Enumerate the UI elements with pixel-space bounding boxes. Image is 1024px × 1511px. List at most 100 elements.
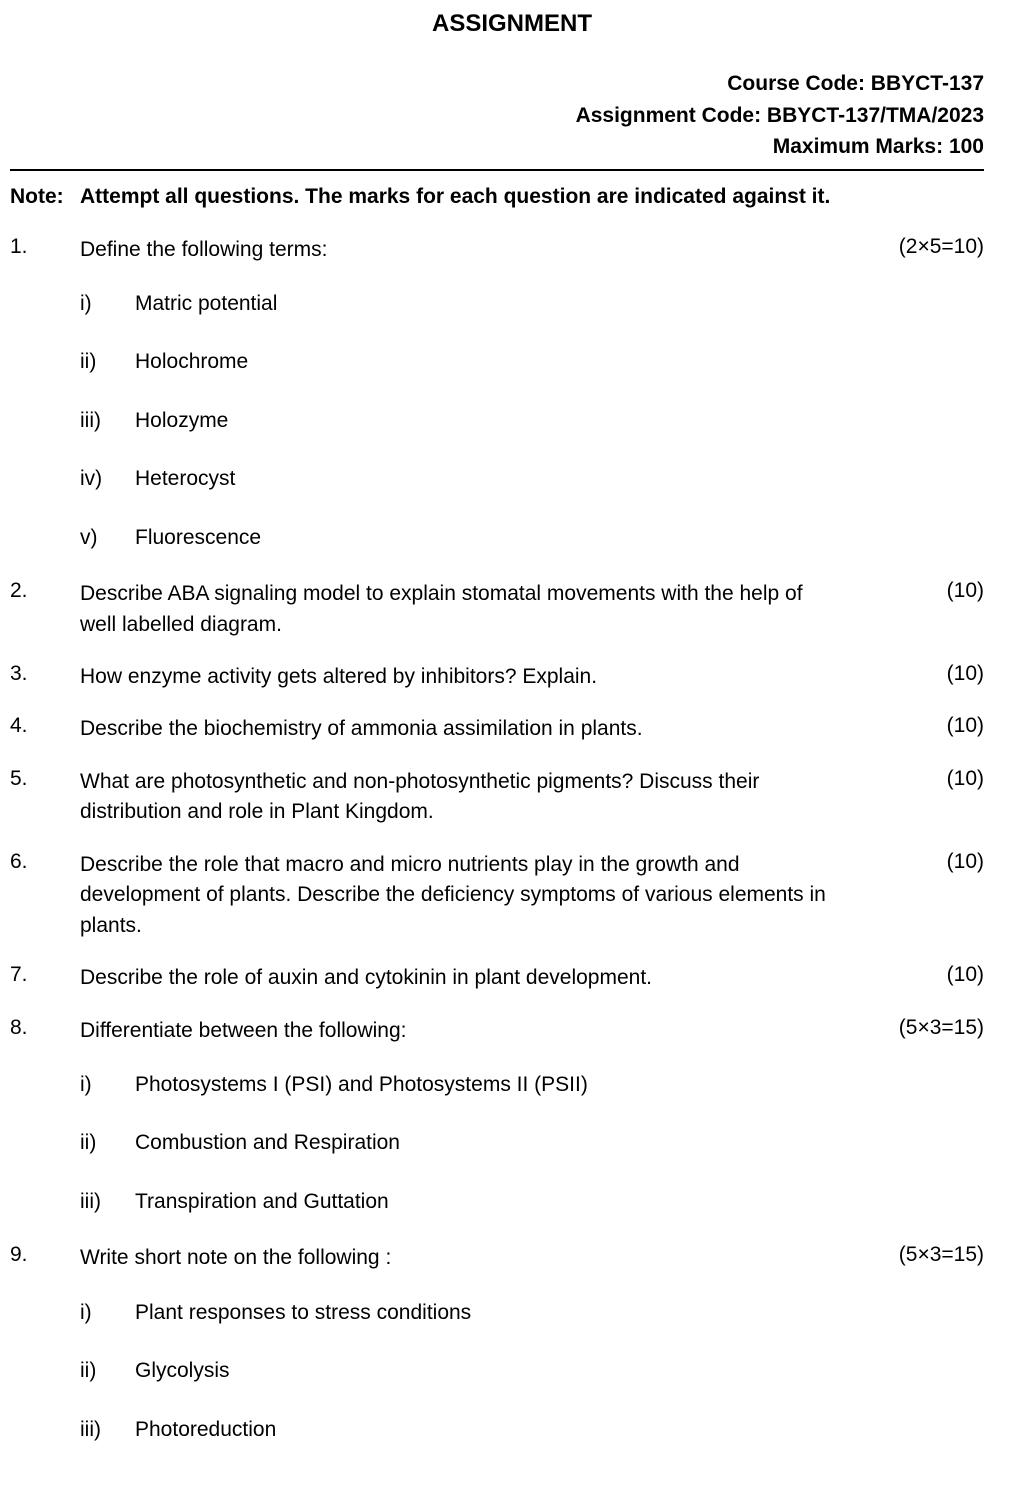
sub-item-number: ii) [80,1128,135,1158]
sub-item-number: i) [80,1298,135,1328]
question-text: Describe the role that macro and micro n… [80,850,844,941]
question-text-column: Differentiate between the following: i)Ph… [80,1016,874,1222]
sub-item-text: Plant responses to stress conditions [135,1298,844,1328]
question-marks: (10) [874,963,984,993]
question-body: Define the following terms: i)Matric pote… [80,235,984,558]
question-row: 3.How enzyme activity gets altered by in… [10,662,984,692]
sub-item-text: Combustion and Respiration [135,1128,844,1158]
sub-item-text: Photoreduction [135,1415,844,1445]
sub-item: iv)Heterocyst [80,464,844,494]
question-row: 9.Write short note on the following :i)P… [10,1243,984,1449]
question-number: 2. [10,579,80,640]
sub-item-text: Matric potential [135,289,844,319]
question-body: Describe the role that macro and micro n… [80,850,984,941]
sub-item-number: ii) [80,1356,135,1386]
assignment-code-value: BBYCT-137/TMA/2023 [767,104,984,127]
sub-item-text: Glycolysis [135,1356,844,1386]
question-text: What are photosynthetic and non-photosyn… [80,767,844,828]
question-number: 3. [10,662,80,692]
sub-item: ii)Holochrome [80,347,844,377]
question-body: Describe the role of auxin and cytokinin… [80,963,984,993]
question-text-column: Describe the role that macro and micro n… [80,850,874,941]
question-body: Write short note on the following : i)Pla… [80,1243,984,1449]
sub-item-text: Fluorescence [135,523,844,553]
question-text: How enzyme activity gets altered by inhi… [80,662,844,692]
assignment-title: ASSIGNMENT [40,10,984,38]
question-body: Differentiate between the following: i)Ph… [80,1016,984,1222]
assignment-code-label: Assignment Code: [576,104,762,127]
question-row: 5.What are photosynthetic and non-photos… [10,767,984,828]
sub-item: i)Matric potential [80,289,844,319]
sub-item-number: iii) [80,406,135,436]
question-text: Define the following terms: [80,235,844,265]
question-text-column: Describe the biochemistry of ammonia ass… [80,714,874,744]
header-divider [10,169,984,171]
question-number: 9. [10,1243,80,1449]
sub-item-text: Holozyme [135,406,844,436]
question-text-column: What are photosynthetic and non-photosyn… [80,767,874,828]
question-body: What are photosynthetic and non-photosyn… [80,767,984,828]
question-marks: (10) [874,662,984,692]
question-body: Describe the biochemistry of ammonia ass… [80,714,984,744]
max-marks-label: Maximum Marks: [773,135,943,158]
question-text-column: Write short note on the following : i)Pla… [80,1243,874,1449]
sub-item-text: Transpiration and Guttation [135,1187,844,1217]
sub-item: iii)Photoreduction [80,1415,844,1445]
question-row: 7.Describe the role of auxin and cytokin… [10,963,984,993]
question-text-column: Describe ABA signaling model to explain … [80,579,874,640]
sub-item: ii)Glycolysis [80,1356,844,1386]
question-row: 1.Define the following terms: i)Matric po… [10,235,984,558]
sub-list: i)Photosystems I (PSI) and Photosystems … [80,1070,844,1217]
question-text: Describe the biochemistry of ammonia ass… [80,714,844,744]
question-marks: (5×3=15) [874,1016,984,1222]
max-marks-value: 100 [949,135,984,158]
question-row: 8.Differentiate between the following: i)… [10,1016,984,1222]
question-number: 7. [10,963,80,993]
note-label: Note: [10,185,80,209]
question-number: 8. [10,1016,80,1222]
sub-item-number: iii) [80,1415,135,1445]
question-row: 2.Describe ABA signaling model to explai… [10,579,984,640]
question-body: How enzyme activity gets altered by inhi… [80,662,984,692]
question-number: 5. [10,767,80,828]
sub-item-number: i) [80,289,135,319]
sub-item-number: i) [80,1070,135,1100]
question-text: Describe the role of auxin and cytokinin… [80,963,844,993]
sub-item: i)Photosystems I (PSI) and Photosystems … [80,1070,844,1100]
question-body: Describe ABA signaling model to explain … [80,579,984,640]
max-marks-line: Maximum Marks: 100 [10,131,984,163]
question-text-column: Describe the role of auxin and cytokinin… [80,963,874,993]
sub-item: iii)Holozyme [80,406,844,436]
sub-item-number: iv) [80,464,135,494]
sub-item: i)Plant responses to stress conditions [80,1298,844,1328]
question-text: Differentiate between the following: [80,1016,844,1046]
question-row: 6.Describe the role that macro and micro… [10,850,984,941]
sub-item-number: ii) [80,347,135,377]
question-text: Write short note on the following : [80,1243,844,1273]
sub-item-number: iii) [80,1187,135,1217]
course-code-value: BBYCT-137 [871,72,984,95]
note-text: Attempt all questions. The marks for eac… [80,185,984,209]
course-code-label: Course Code: [727,72,865,95]
assignment-code-line: Assignment Code: BBYCT-137/TMA/2023 [10,100,984,132]
sub-item-number: v) [80,523,135,553]
sub-item: ii)Combustion and Respiration [80,1128,844,1158]
question-text: Describe ABA signaling model to explain … [80,579,844,640]
question-marks: (5×3=15) [874,1243,984,1449]
question-number: 1. [10,235,80,558]
sub-item-text: Heterocyst [135,464,844,494]
note-row: Note: Attempt all questions. The marks f… [10,185,984,209]
question-marks: (10) [874,714,984,744]
sub-list: i)Matric potentialii)Holochromeiii)Holoz… [80,289,844,553]
sub-item: iii)Transpiration and Guttation [80,1187,844,1217]
question-marks: (10) [874,767,984,828]
sub-item-text: Holochrome [135,347,844,377]
header-info: Course Code: BBYCT-137 Assignment Code: … [10,68,984,163]
question-marks: (2×5=10) [874,235,984,558]
question-marks: (10) [874,850,984,941]
course-code-line: Course Code: BBYCT-137 [10,68,984,100]
question-number: 4. [10,714,80,744]
sub-item-text: Photosystems I (PSI) and Photosystems II… [135,1070,844,1100]
question-number: 6. [10,850,80,941]
question-text-column: Define the following terms: i)Matric pote… [80,235,874,558]
